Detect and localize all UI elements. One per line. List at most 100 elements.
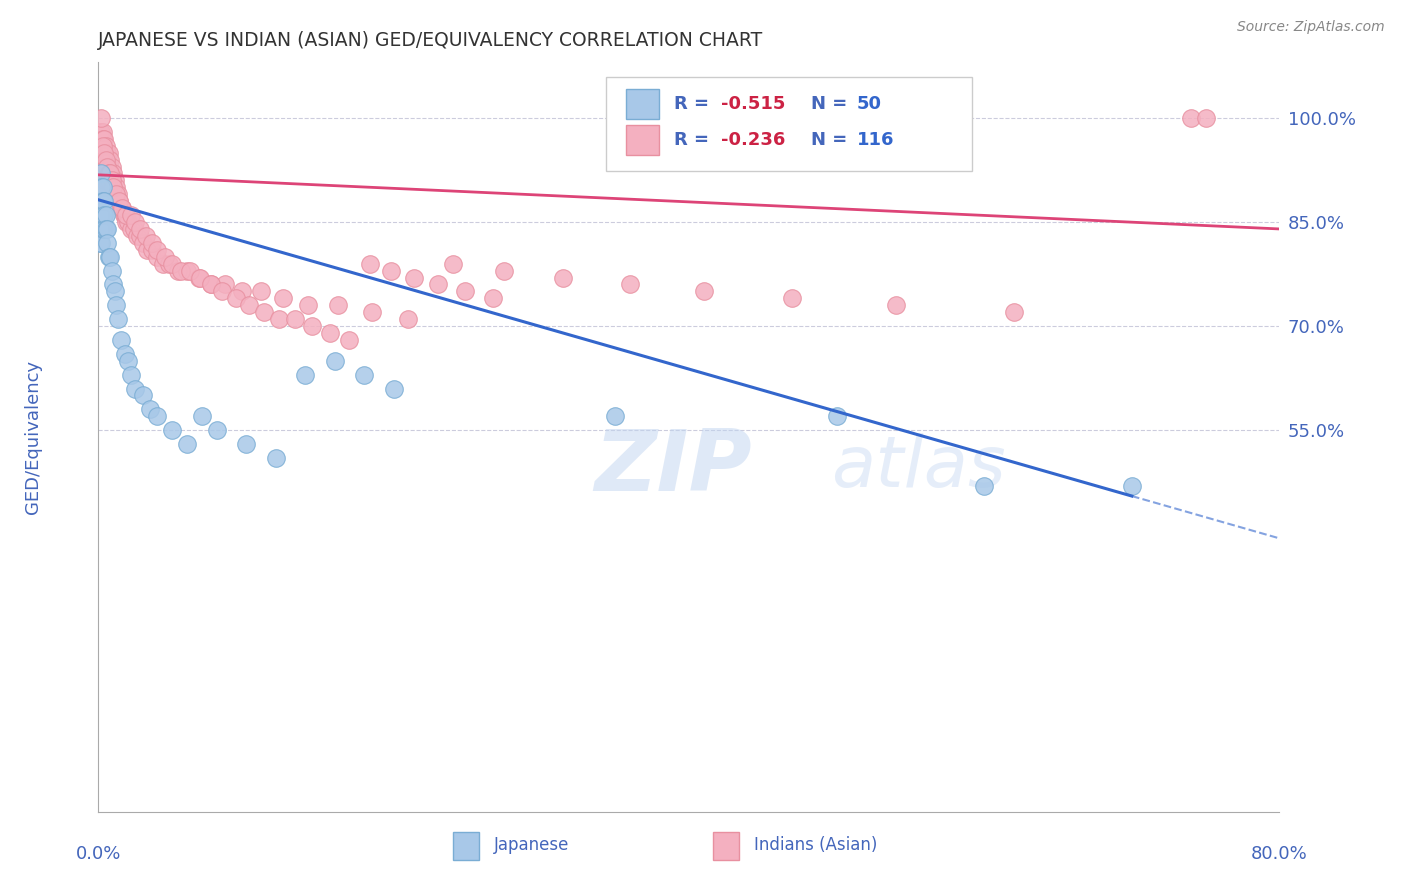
Indians (Asian) — [152, 257, 174, 271]
Indians (Asian) — [153, 250, 176, 264]
Text: 0.0%: 0.0% — [76, 846, 121, 863]
Indians (Asian) — [96, 145, 118, 160]
Indians (Asian) — [90, 160, 112, 174]
Japanese — [105, 298, 128, 312]
Indians (Asian) — [91, 180, 114, 194]
Text: JAPANESE VS INDIAN (ASIAN) GED/EQUIVALENCY CORRELATION CHART: JAPANESE VS INDIAN (ASIAN) GED/EQUIVALEN… — [98, 30, 763, 50]
Text: -0.236: -0.236 — [721, 130, 785, 149]
Indians (Asian) — [107, 187, 129, 202]
Indians (Asian) — [162, 257, 183, 271]
Indians (Asian) — [93, 173, 115, 187]
Japanese — [93, 194, 115, 209]
Indians (Asian) — [91, 138, 114, 153]
Japanese — [89, 235, 111, 250]
Indians (Asian) — [481, 291, 503, 305]
Indians (Asian) — [238, 298, 260, 312]
Text: 116: 116 — [856, 130, 894, 149]
Japanese — [96, 235, 118, 250]
Japanese — [107, 312, 129, 326]
Japanese — [90, 208, 112, 222]
Indians (Asian) — [200, 277, 222, 292]
Japanese — [89, 208, 111, 222]
Japanese — [110, 333, 132, 347]
Indians (Asian) — [100, 173, 122, 187]
Indians (Asian) — [319, 326, 342, 340]
Japanese — [124, 382, 146, 396]
Indians (Asian) — [97, 173, 120, 187]
Indians (Asian) — [89, 160, 111, 174]
FancyBboxPatch shape — [606, 78, 973, 171]
Indians (Asian) — [125, 228, 148, 243]
Japanese — [91, 208, 114, 222]
Indians (Asian) — [91, 132, 114, 146]
Indians (Asian) — [128, 228, 150, 243]
Indians (Asian) — [404, 270, 426, 285]
Indians (Asian) — [427, 277, 450, 292]
Indians (Asian) — [108, 194, 131, 209]
Indians (Asian) — [253, 305, 276, 319]
Indians (Asian) — [211, 285, 233, 299]
Japanese — [93, 222, 115, 236]
Indians (Asian) — [884, 298, 907, 312]
Japanese — [97, 250, 120, 264]
Japanese — [176, 437, 198, 451]
Indians (Asian) — [441, 257, 464, 271]
Indians (Asian) — [93, 160, 115, 174]
Indians (Asian) — [100, 160, 122, 174]
Indians (Asian) — [157, 257, 180, 271]
Japanese — [162, 423, 183, 437]
Japanese — [100, 263, 122, 277]
Indians (Asian) — [94, 166, 117, 180]
Indians (Asian) — [693, 285, 716, 299]
Indians (Asian) — [267, 312, 290, 326]
Japanese — [264, 450, 287, 465]
Indians (Asian) — [97, 160, 120, 174]
Indians (Asian) — [225, 291, 247, 305]
Japanese — [146, 409, 169, 424]
Indians (Asian) — [453, 285, 475, 299]
Indians (Asian) — [271, 291, 294, 305]
FancyBboxPatch shape — [626, 88, 659, 119]
Indians (Asian) — [111, 201, 134, 215]
Indians (Asian) — [94, 138, 117, 153]
Indians (Asian) — [176, 263, 198, 277]
Indians (Asian) — [103, 166, 125, 180]
Japanese — [382, 382, 405, 396]
Japanese — [91, 194, 114, 209]
Indians (Asian) — [93, 132, 115, 146]
Japanese — [103, 277, 125, 292]
Japanese — [90, 180, 112, 194]
Text: N =: N = — [811, 130, 853, 149]
Japanese — [93, 208, 115, 222]
Indians (Asian) — [91, 125, 114, 139]
Japanese — [973, 478, 995, 492]
Indians (Asian) — [90, 166, 112, 180]
Indians (Asian) — [494, 263, 516, 277]
Indians (Asian) — [1195, 111, 1218, 125]
Indians (Asian) — [120, 208, 142, 222]
Indians (Asian) — [187, 270, 209, 285]
Japanese — [235, 437, 257, 451]
Indians (Asian) — [94, 153, 117, 167]
Indians (Asian) — [90, 180, 112, 194]
Japanese — [94, 222, 117, 236]
Text: ZIP: ZIP — [595, 425, 752, 508]
Indians (Asian) — [110, 201, 132, 215]
Indians (Asian) — [98, 166, 121, 180]
Indians (Asian) — [124, 215, 146, 229]
Japanese — [91, 180, 114, 194]
Indians (Asian) — [1180, 111, 1202, 125]
Indians (Asian) — [100, 173, 122, 187]
Indians (Asian) — [170, 263, 193, 277]
Indians (Asian) — [115, 215, 138, 229]
Indians (Asian) — [115, 208, 138, 222]
Indians (Asian) — [93, 145, 115, 160]
Indians (Asian) — [553, 270, 575, 285]
Text: -0.515: -0.515 — [721, 95, 785, 112]
Text: Source: ZipAtlas.com: Source: ZipAtlas.com — [1237, 20, 1385, 34]
Text: Japanese: Japanese — [494, 837, 569, 855]
Indians (Asian) — [96, 160, 118, 174]
Indians (Asian) — [111, 201, 134, 215]
Indians (Asian) — [146, 250, 169, 264]
Japanese — [90, 222, 112, 236]
